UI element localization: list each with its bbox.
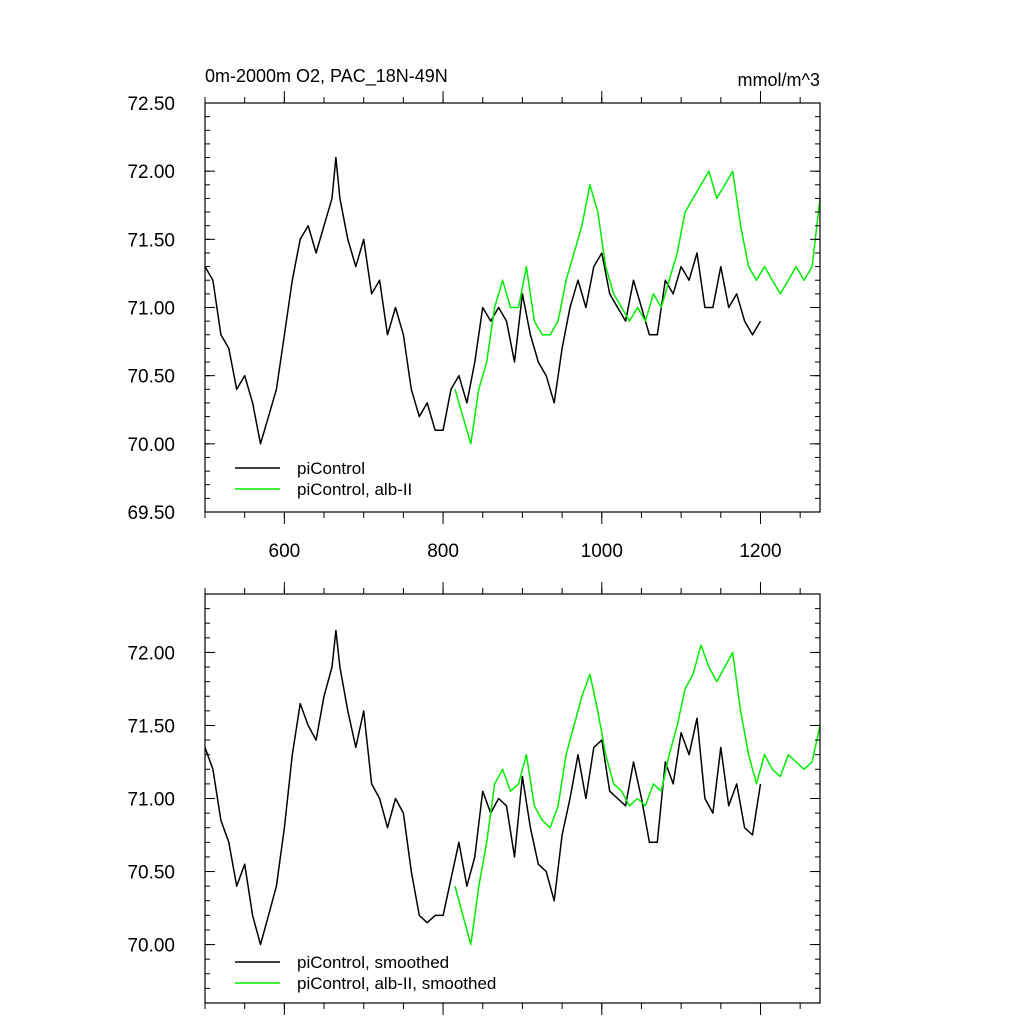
top-x-tick-label: 1000 <box>581 541 623 562</box>
bottom-y-tick-label: 70.00 <box>127 936 175 957</box>
legend-label-alb: piControl, alb-II <box>297 480 412 499</box>
top-y-tick-label: 71.50 <box>127 230 175 251</box>
bottom-y-tick-label: 71.00 <box>127 790 175 811</box>
top-x-tick-label: 1200 <box>739 541 781 562</box>
top-y-tick-label: 71.00 <box>127 299 175 320</box>
top-y-tick-label: 70.00 <box>127 435 175 456</box>
bottom-series-line-0 <box>204 629 762 946</box>
bottom-plot-area: 70.00 70.50 71.00 71.50 72.00 <box>127 582 821 1015</box>
bottom-panel: 70.00 70.50 71.00 71.50 72.00 piControl, smo… <box>127 582 821 1015</box>
top-series-line-0 <box>204 156 762 445</box>
top-series-line-1 <box>454 170 821 445</box>
top-y-tick-label: 70.50 <box>127 367 175 388</box>
bottom-y-tick-label: 71.50 <box>127 716 175 737</box>
top-x-tick-label: 800 <box>427 541 459 562</box>
top-plot-area: 69.50 70.00 70.50 71.00 71.50 72.00 72.50 600 80… <box>127 91 821 562</box>
top-panel: 0m-2000m O2, PAC_18N-49N mmol/m^3 69.50 7… <box>127 66 821 562</box>
top-panel-title: 0m-2000m O2, PAC_18N-49N <box>205 66 448 87</box>
units-label: mmol/m^3 <box>738 70 820 90</box>
legend-label-picontrol-smoothed: piControl, smoothed <box>297 953 449 972</box>
legend-label-alb-smoothed: piControl, alb-II, smoothed <box>297 974 496 993</box>
top-y-tick-label: 69.50 <box>127 503 175 524</box>
bottom-plot-frame <box>204 593 821 1004</box>
top-y-tick-label: 72.50 <box>127 94 175 115</box>
top-y-tick-label: 72.00 <box>127 162 175 183</box>
bottom-legend: piControl, smoothed piControl, alb-II, s… <box>235 953 496 993</box>
bottom-y-tick-label: 70.50 <box>127 863 175 884</box>
legend-label-picontrol: piControl <box>297 459 365 478</box>
bottom-y-tick-label: 72.00 <box>127 643 175 664</box>
top-x-tick-label: 600 <box>269 541 301 562</box>
bottom-series-line-1 <box>454 644 821 946</box>
top-legend: piControl piControl, alb-II <box>235 459 412 499</box>
top-plot-frame <box>204 102 821 513</box>
